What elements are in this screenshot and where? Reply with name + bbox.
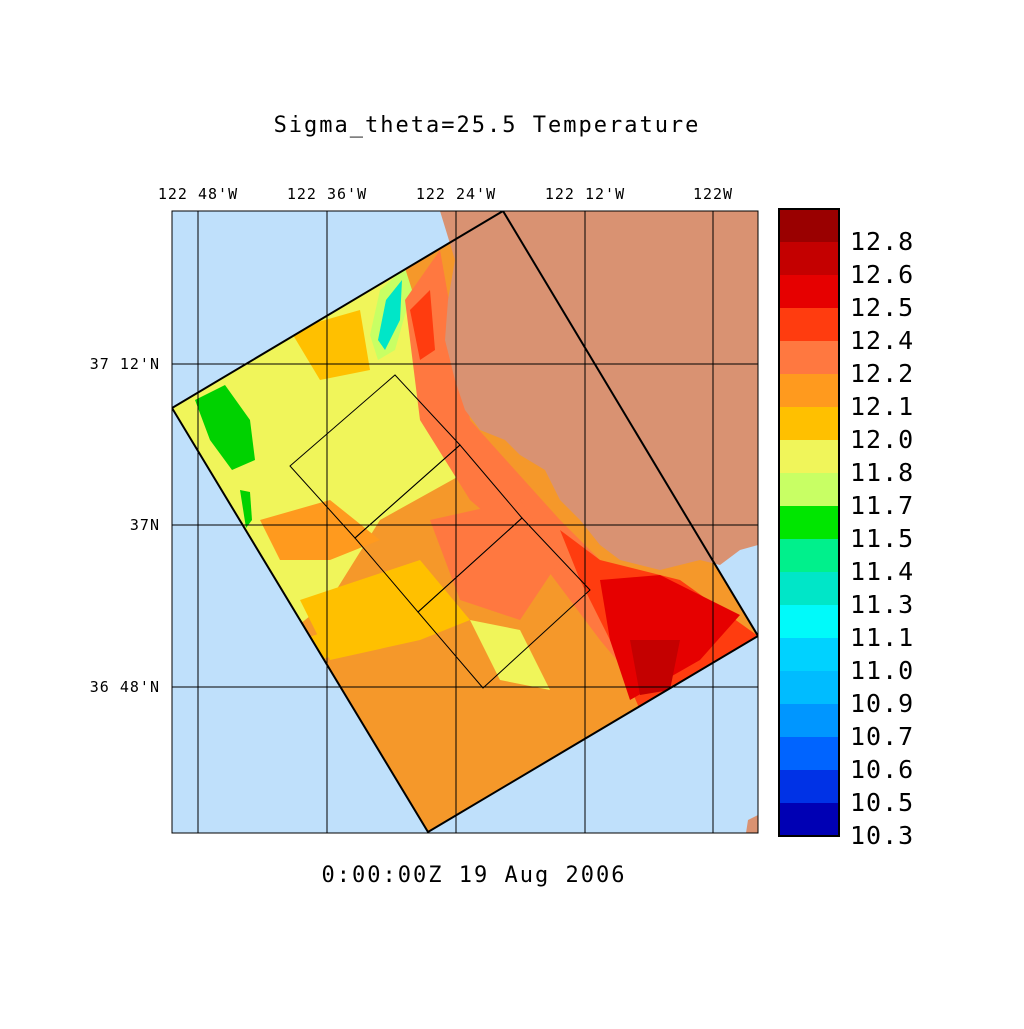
field-patch-salmon-mid (430, 500, 560, 620)
map-frame (171, 210, 759, 834)
colorbar-label: 10.9 (850, 689, 914, 718)
colorbar-swatch (779, 770, 839, 804)
latitude-labels: 37 12'N 37N 36 48'N (90, 355, 160, 696)
colorbar-swatch (779, 803, 839, 837)
nested-box-3 (417, 517, 591, 689)
colorbar-swatch (779, 440, 839, 474)
colorbar-swatch (779, 275, 839, 309)
colorbar-swatch (779, 209, 839, 243)
colorbar-swatch (779, 506, 839, 540)
colorbar-label: 12.0 (850, 425, 914, 454)
lon-label: 122 24'W (416, 185, 496, 203)
lon-label: 122 12'W (545, 185, 625, 203)
land-mass (440, 211, 758, 570)
field-patch-orange (260, 500, 380, 560)
colorbar-label: 11.7 (850, 491, 914, 520)
colorbar-label: 11.1 (850, 623, 914, 652)
field-patch-green (195, 385, 255, 470)
colorbar-label: 11.8 (850, 458, 914, 487)
colorbar-label: 10.3 (850, 821, 914, 850)
lon-label: 122 36'W (287, 185, 367, 203)
graticule (172, 211, 758, 833)
field-patch-red-north (410, 290, 435, 360)
colorbar-label: 12.1 (850, 392, 914, 421)
field-patch-yellow-south (470, 620, 550, 690)
colorbar-label: 12.4 (850, 326, 914, 355)
colorbar-swatch (779, 539, 839, 573)
colorbar-label: 12.6 (850, 260, 914, 289)
colorbar-label: 10.7 (850, 722, 914, 751)
map-title: Sigma_theta=25.5 Temperature (274, 113, 701, 138)
colorbar-label: 11.5 (850, 524, 914, 553)
longitude-labels: 122 48'W 122 36'W 122 24'W 122 12'W 122W (158, 185, 733, 203)
colorbar-label: 10.5 (850, 788, 914, 817)
field-patch-gold-north (290, 310, 370, 380)
colorbar-swatch (779, 704, 839, 738)
colorbar-frame (778, 208, 840, 837)
colorbar: 12.8 12.6 12.5 12.4 12.2 12.1 12.0 11.8 11.7 11.5… (778, 208, 914, 850)
land-patch-south (746, 815, 758, 833)
field-patch-darkred (630, 640, 680, 695)
field-patch-deep-red (600, 575, 740, 700)
colorbar-label: 12.2 (850, 359, 914, 388)
lon-label: 122W (693, 185, 733, 203)
colorbar-swatch (779, 473, 839, 507)
colorbar-label: 10.6 (850, 755, 914, 784)
colorbar-swatch (779, 374, 839, 408)
colorbar-label: 12.8 (850, 227, 914, 256)
field-patch-cyan (378, 280, 402, 350)
lat-label: 36 48'N (90, 678, 160, 696)
field-band-gold (300, 560, 470, 660)
colorbar-swatch (779, 671, 839, 705)
colorbar-swatch (779, 605, 839, 639)
colorbar-label: 12.5 (850, 293, 914, 322)
colorbar-label: 11.0 (850, 656, 914, 685)
colorbar-swatch (779, 407, 839, 441)
colorbar-swatch (779, 638, 839, 672)
colorbar-swatch (779, 341, 839, 375)
lat-label: 37 12'N (90, 355, 160, 373)
map-area (172, 211, 758, 833)
colorbar-swatch (779, 242, 839, 276)
colorbar-swatch (779, 572, 839, 606)
colorbar-label: 11.4 (850, 557, 914, 586)
lon-label: 122 48'W (158, 185, 238, 203)
field-patch-green-small (240, 490, 252, 528)
timestamp: 0:00:00Z 19 Aug 2006 (322, 863, 627, 888)
model-domain-outline (172, 211, 758, 833)
colorbar-label: 11.3 (850, 590, 914, 619)
colorbar-swatch (779, 737, 839, 771)
colorbar-swatch (779, 308, 839, 342)
lat-label: 37N (130, 516, 160, 534)
